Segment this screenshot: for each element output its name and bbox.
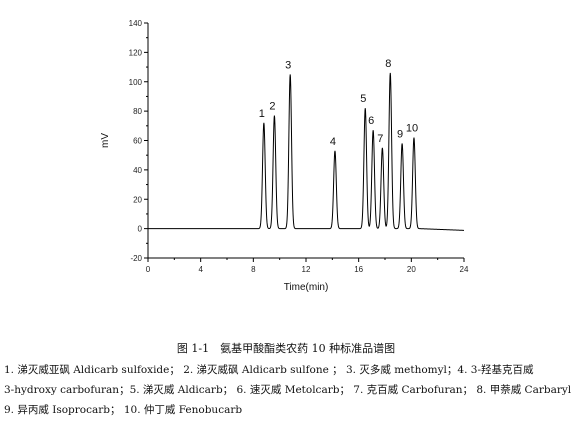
y-tick-label: 60 bbox=[133, 137, 142, 146]
figure-caption: 图 1-1 氨基甲酸酯类农药 10 种标准品谱图 bbox=[176, 342, 396, 355]
peak-label: 4 bbox=[330, 136, 336, 148]
y-axis-label: mV bbox=[100, 133, 111, 148]
x-tick-label: 12 bbox=[302, 265, 311, 274]
y-tick-label: 120 bbox=[129, 48, 143, 57]
peak-label: 9 bbox=[397, 128, 403, 140]
y-tick-label: 80 bbox=[133, 107, 142, 116]
y-tick-label: 140 bbox=[129, 19, 143, 28]
legend-line: 1. 涕灭威亚砜 Aldicarb sulfoxide； 2. 涕灭威砜 Ald… bbox=[4, 364, 534, 376]
x-axis-label: Time(min) bbox=[284, 282, 329, 293]
x-tick-label: 24 bbox=[460, 265, 469, 274]
x-tick-label: 8 bbox=[251, 265, 256, 274]
peak-label: 1 bbox=[259, 108, 265, 120]
peak-legend: 1. 涕灭威亚砜 Aldicarb sulfoxide； 2. 涕灭威砜 Ald… bbox=[4, 360, 572, 420]
y-tick-label: 0 bbox=[138, 225, 143, 234]
x-tick-label: 16 bbox=[354, 265, 363, 274]
x-tick-label: 0 bbox=[146, 265, 151, 274]
peak-label: 6 bbox=[368, 115, 374, 127]
peak-label: 10 bbox=[406, 123, 418, 135]
peak-label: 3 bbox=[285, 59, 291, 71]
y-tick-label: 100 bbox=[129, 78, 143, 87]
peak-label: 7 bbox=[377, 133, 383, 145]
y-tick-label: 20 bbox=[133, 195, 142, 204]
y-tick-label: 40 bbox=[133, 166, 142, 175]
x-tick-label: 4 bbox=[198, 265, 203, 274]
chromatogram-trace bbox=[148, 72, 465, 231]
y-tick-label: -20 bbox=[130, 254, 142, 263]
chromatogram-chart: -20 0 20 40 60 80 100 120 140 0 4 8 12 16 20 24 12 3 4 567… bbox=[100, 19, 469, 293]
legend-line: 3-hydroxy carbofuran；5. 涕灭威 Aldicarb； 6.… bbox=[4, 384, 572, 396]
peak-label: 8 bbox=[385, 58, 391, 70]
peak-label: 5 bbox=[360, 93, 366, 105]
peak-label: 2 bbox=[269, 101, 275, 113]
peak-labels: 12 3 4 567 8 9 10 bbox=[259, 58, 418, 148]
legend-line: 9. 异丙威 Isoprocarb； 10. 仲丁威 Fenobucarb bbox=[4, 404, 243, 416]
x-tick-label: 20 bbox=[407, 265, 416, 274]
